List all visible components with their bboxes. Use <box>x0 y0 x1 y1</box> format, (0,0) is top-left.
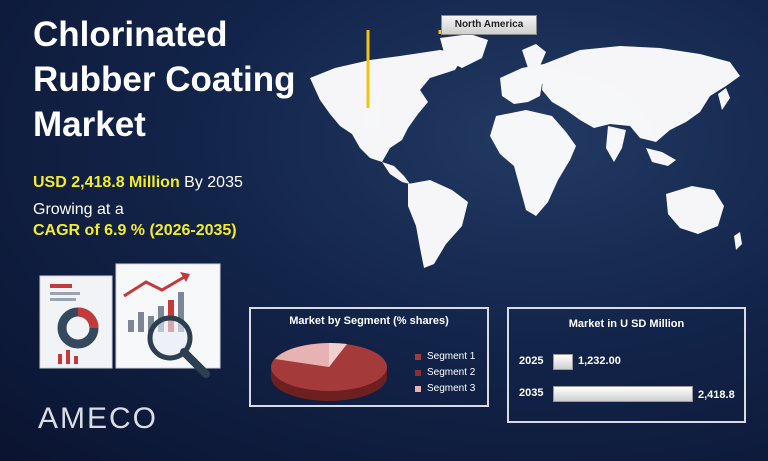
legend-label: Segment 2 <box>427 367 476 378</box>
market-year-2035: 2035 <box>519 387 544 399</box>
legend-label: Segment 1 <box>427 351 476 362</box>
forecast-value-amount: USD 2,418.8 Million <box>33 174 180 191</box>
india-shape <box>606 126 626 162</box>
market-value-2025: 1,232.00 <box>578 355 621 367</box>
central-america-shape <box>382 162 410 184</box>
segment-2-slice <box>329 342 347 367</box>
segment-pie-chart <box>271 342 387 401</box>
page-title: Chlorinated Rubber Coating Market <box>33 12 295 147</box>
forecast-value-suffix: By 2035 <box>179 174 243 191</box>
segment-3-slice <box>275 343 329 367</box>
market-panel: Market in U SD Million 2025 1,232.00 203… <box>507 307 746 423</box>
market-bar-2025 <box>553 354 573 370</box>
greenland-shape <box>440 34 488 68</box>
africa-shape <box>490 110 576 216</box>
segment-panel: Market by Segment (% shares) Segment 1 S… <box>249 307 489 407</box>
legend-swatch <box>415 353 421 360</box>
legend-label: Segment 3 <box>427 383 476 394</box>
report-illustration-icon <box>39 263 221 378</box>
scandinavia-shape <box>522 44 546 68</box>
southeast-asia-shape <box>646 148 676 166</box>
north-america-callout-line <box>366 30 370 108</box>
segment-legend: Segment 1 Segment 2 Segment 3 <box>415 351 475 394</box>
world-map <box>310 30 742 268</box>
australia-shape <box>666 186 724 234</box>
market-year-2025: 2025 <box>519 355 544 367</box>
legend-swatch <box>415 369 421 376</box>
title-line-2: Rubber Coating <box>33 60 296 99</box>
market-bar-2035 <box>553 386 693 402</box>
asia-shape <box>542 46 740 142</box>
south-america-shape <box>408 180 468 268</box>
north-america-label: North America <box>441 15 537 35</box>
japan-shape <box>718 88 730 110</box>
market-value-2035: 2,418.8 <box>698 389 735 401</box>
title-line-3: Market <box>33 105 146 144</box>
segment-panel-title: Market by Segment (% shares) <box>289 315 449 327</box>
legend-item-segment-2: Segment 2 <box>415 367 475 378</box>
legend-item-segment-1: Segment 1 <box>415 351 475 362</box>
legend-swatch <box>415 385 421 392</box>
forecast-value: USD 2,418.8 Million By 2035 <box>33 174 243 192</box>
new-zealand-shape <box>734 232 742 250</box>
title-line-1: Chlorinated <box>33 15 228 54</box>
europe-shape <box>500 64 552 104</box>
growing-text: Growing at a <box>33 201 124 218</box>
cagr-text: CAGR of 6.9 % (2026-2035) <box>33 222 237 239</box>
ameco-logo: AMECO <box>38 402 159 435</box>
legend-item-segment-3: Segment 3 <box>415 383 475 394</box>
market-panel-title: Market in U SD Million <box>568 318 685 330</box>
north-america-shape <box>310 50 465 162</box>
